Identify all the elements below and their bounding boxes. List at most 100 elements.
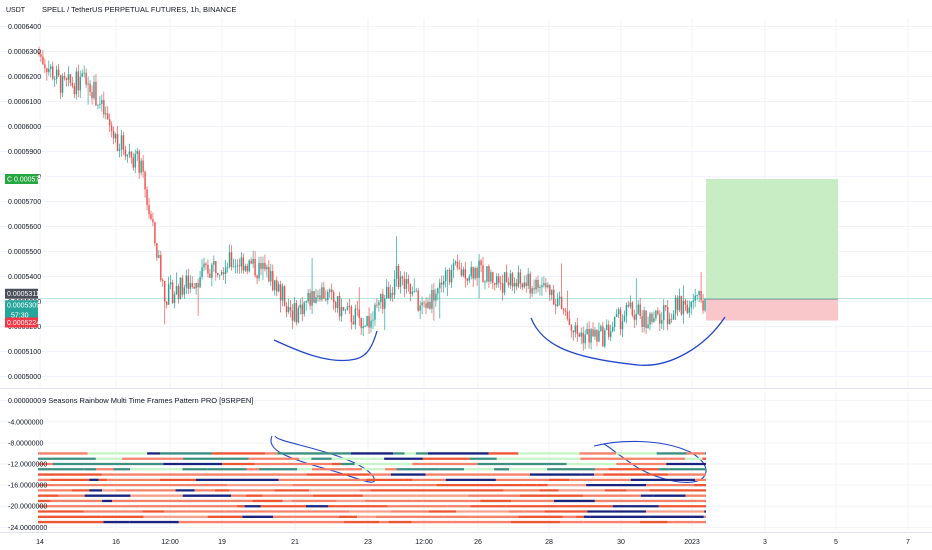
candle-body: [639, 304, 641, 317]
candle-body: [279, 284, 282, 301]
candle-body: [619, 309, 622, 330]
candle-body: [625, 304, 628, 316]
candle-body: [57, 69, 60, 76]
drawings[interactable]: [270, 316, 726, 483]
candle-body: [541, 285, 543, 288]
candle-body: [415, 290, 417, 292]
indicator-axis[interactable]: 0.0000000 -4.0000000 -8.0000000 -12.0000000…: [8, 398, 47, 532]
candle-body: [53, 78, 56, 80]
price-tick-label: 0.0006100: [8, 99, 41, 106]
candle-body: [590, 329, 592, 343]
candle-body: [132, 157, 135, 168]
position-profit-zone[interactable]: [706, 179, 838, 300]
candle-body: [417, 290, 419, 311]
drawn-loop-right[interactable]: [593, 440, 707, 483]
candle-body: [531, 288, 533, 294]
candle-body: [562, 308, 565, 311]
candle-body: [466, 278, 469, 281]
target-price-tag: [5, 174, 38, 184]
candle-body: [676, 297, 679, 311]
symbol-title[interactable]: SPELL / TetherUS PERPETUAL FUTURES, 1h, …: [42, 5, 236, 14]
price-tick-label: 0.0005000: [8, 374, 41, 381]
candle-body: [401, 276, 404, 279]
candle-body: [281, 286, 284, 301]
long-position-tool[interactable]: [706, 179, 838, 321]
candle-body: [609, 331, 612, 337]
candle-body: [655, 310, 657, 319]
candle-body: [613, 316, 616, 327]
candle-body: [611, 326, 614, 332]
candle-body: [61, 76, 64, 93]
candle-body: [295, 303, 298, 323]
candle-body: [274, 280, 276, 291]
candle-body: [158, 255, 160, 258]
time-axis[interactable]: 14 16 12:00 19 21 23 12:00 26 28 30 2023 3 5 7: [36, 539, 910, 546]
position-loss-zone[interactable]: [706, 299, 838, 321]
candle-body: [623, 315, 626, 322]
candle-body: [633, 315, 636, 320]
candle-body: [456, 261, 459, 268]
candle-body: [617, 309, 620, 315]
indicator-title[interactable]: 9 Seasons Rainbow Multi Time Frames Patt…: [42, 396, 253, 405]
candle-body: [647, 324, 649, 328]
candle-body: [114, 134, 117, 139]
candle-body: [670, 318, 673, 320]
candle-body: [631, 302, 634, 316]
candle-body: [142, 160, 144, 172]
drawn-loop-left[interactable]: [270, 435, 375, 483]
candle-body: [97, 104, 99, 106]
candle-body: [370, 320, 372, 328]
candle-body: [503, 272, 506, 293]
candle-body: [535, 280, 537, 290]
candle-body: [686, 304, 689, 313]
candle-body: [240, 257, 243, 267]
candle-body: [73, 86, 76, 95]
candle-body: [378, 302, 380, 306]
candle-body: [163, 280, 166, 302]
drawn-arc-right[interactable]: [530, 316, 726, 366]
candle-body: [63, 76, 66, 79]
candle-body: [539, 287, 541, 288]
candle-body: [435, 293, 437, 301]
price-tick-label: 0.0005100: [8, 349, 41, 356]
candle-body: [262, 263, 264, 269]
candle-body: [448, 269, 451, 283]
candle-body: [148, 205, 150, 215]
candle-body: [246, 265, 248, 272]
candle-body: [244, 265, 247, 271]
currency-label: USDT: [6, 7, 26, 14]
candle-body: [537, 280, 539, 288]
candle-body: [112, 131, 115, 139]
candle-body: [336, 296, 339, 308]
indicator-tick-label: -24.0000000: [8, 525, 47, 532]
candle-body: [211, 264, 213, 278]
candle-body: [692, 300, 694, 303]
candle-body: [138, 151, 140, 173]
candle-body: [254, 258, 256, 276]
candle-body: [397, 265, 400, 287]
candle-body: [101, 100, 103, 104]
candle-body: [376, 304, 378, 306]
candle-body: [299, 304, 302, 309]
candle-body: [297, 308, 300, 323]
drawn-arc-left[interactable]: [273, 330, 378, 362]
candle-body: [91, 92, 93, 99]
candle-body: [89, 83, 91, 93]
candle-body: [85, 72, 87, 85]
candle-body: [608, 324, 610, 337]
indicator-tick-label: -20.0000000: [8, 504, 47, 511]
candle-body: [228, 252, 231, 267]
candle-body: [470, 267, 472, 277]
candle-body: [554, 304, 557, 307]
candle-body: [637, 304, 639, 315]
candle-body: [307, 292, 309, 302]
candle-body: [69, 74, 72, 84]
indicator-bands: [38, 452, 706, 524]
candle-body: [275, 280, 278, 292]
candle-body: [42, 56, 44, 65]
candle-body: [330, 289, 333, 293]
candle-body: [303, 302, 305, 315]
candle-body: [521, 283, 524, 288]
candle-body: [50, 66, 52, 69]
